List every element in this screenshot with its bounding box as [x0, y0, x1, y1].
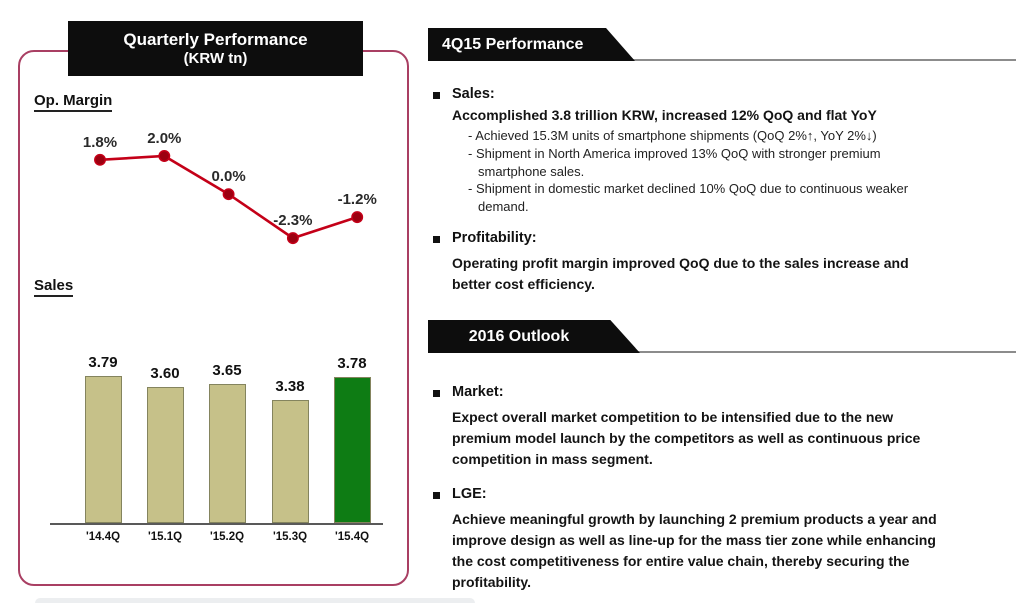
- data-point-marker: [94, 153, 106, 166]
- data-point-label: 2.0%: [147, 130, 181, 147]
- x-axis-tick-label: '15.1Q: [147, 531, 183, 543]
- op-margin-line-chart: 1.8% 2.0% 0.0% -2.3% -1.2%: [83, 130, 377, 245]
- chart-panel-title: Quarterly Performance (KRW tn): [68, 21, 363, 76]
- bullet-square-icon: [433, 492, 440, 499]
- sales-bar: [208, 384, 246, 523]
- sales-bar-chart: 3.79 '14.4Q 3.60 '15.1Q 3.65 '15.2Q 3.38 '15.3Q…: [50, 354, 383, 543]
- sales-bar: [146, 387, 184, 523]
- sub-item-shipments: - Achieved 15.3M units of smartphone shi…: [468, 128, 877, 143]
- sales-bar: [84, 376, 122, 523]
- section-header-4q15-performance: 4Q15 Performance: [428, 28, 635, 61]
- x-axis-tick-label: '15.4Q: [334, 531, 370, 543]
- bullet-square-icon: [433, 390, 440, 397]
- item-body-market: Expect overall market competition to be …: [452, 409, 921, 467]
- data-point-label: -1.2%: [338, 191, 377, 208]
- sales-heading: Sales: [34, 277, 74, 297]
- bar-value-label: 3.60: [150, 365, 180, 382]
- data-point-label: 1.8%: [83, 134, 117, 151]
- item-title-market: Market:: [452, 384, 504, 400]
- data-point-marker: [286, 232, 299, 245]
- item-body-sales: Accomplished 3.8 trillion KRW, increased…: [452, 107, 877, 123]
- bottom-strip: [35, 598, 475, 603]
- chart-title-line1: Quarterly Performance: [123, 29, 308, 49]
- data-point-label: 0.0%: [211, 168, 245, 185]
- item-title-profitability: Profitability:: [452, 230, 537, 246]
- sub-item-domestic: - Shipment in domestic market declined 1…: [468, 181, 909, 214]
- chart-title-line2: (KRW tn): [183, 49, 248, 67]
- bar-value-label: 3.79: [88, 354, 118, 371]
- sales-bar: [333, 377, 371, 523]
- data-point-marker: [351, 211, 364, 224]
- bar-value-label: 3.38: [275, 378, 305, 395]
- x-axis-tick-label: '15.2Q: [209, 531, 245, 543]
- bullet-square-icon: [433, 236, 440, 243]
- data-point-marker: [158, 150, 171, 162]
- op-margin-heading: Op. Margin: [34, 92, 113, 112]
- bullet-square-icon: [433, 92, 440, 99]
- item-body-lge: Achieve meaningful growth by launching 2…: [452, 511, 937, 590]
- section-header-2016-outlook: 2016 Outlook: [428, 320, 640, 353]
- data-point-label: -2.3%: [273, 212, 312, 229]
- item-title-lge: LGE:: [452, 486, 487, 502]
- sub-item-north-america: - Shipment in North America improved 13%…: [468, 146, 881, 179]
- data-point-marker: [222, 188, 235, 201]
- x-axis-tick-label: '14.4Q: [85, 531, 121, 543]
- item-title-sales: Sales:: [452, 86, 495, 102]
- item-body-profitability: Operating profit margin improved QoQ due…: [452, 255, 909, 292]
- section-rule-4q15: [428, 59, 1016, 61]
- sales-bar: [271, 400, 309, 523]
- x-axis-tick-label: '15.3Q: [272, 531, 308, 543]
- bar-value-label: 3.78: [337, 355, 367, 372]
- section-rule-2016: [428, 351, 1016, 353]
- bar-value-label: 3.65: [212, 362, 242, 379]
